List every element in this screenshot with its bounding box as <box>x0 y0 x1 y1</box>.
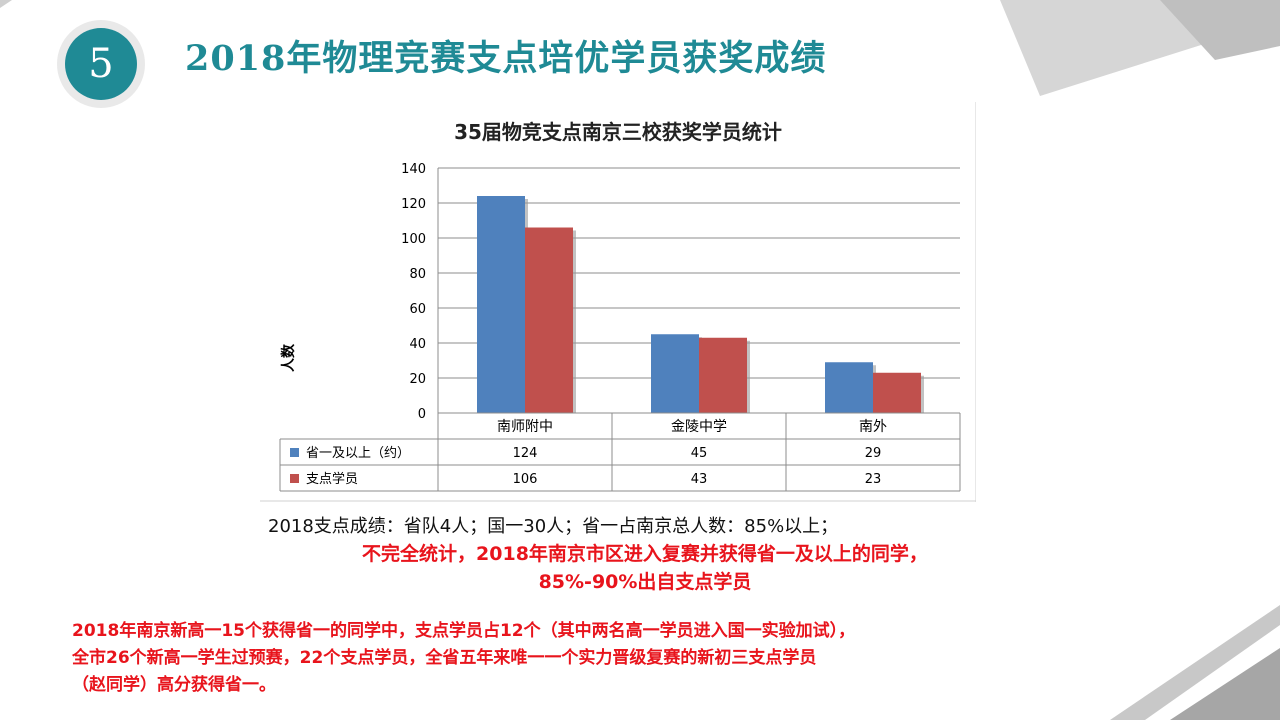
legend-key-1 <box>290 448 299 457</box>
y-tick-label: 100 <box>401 232 426 247</box>
data-label: 106 <box>513 472 538 487</box>
detail-paragraph: 2018年南京新高一15个获得省一的同学中，支点学员占12个（其中两名高一学员进… <box>72 618 1212 699</box>
category-label: 金陵中学 <box>671 419 727 435</box>
section-number: 5 <box>65 28 137 100</box>
bar-shadow <box>921 375 924 413</box>
legend-label: 省一及以上（约） <box>306 446 410 461</box>
y-tick-label: 60 <box>409 302 426 317</box>
bar-shadow <box>573 230 576 413</box>
summary-note: 2018支点成绩：省队4人；国一30人；省一占南京总人数：85%以上； <box>268 516 839 537</box>
y-tick-label: 0 <box>418 407 426 422</box>
y-tick-label: 120 <box>401 197 426 212</box>
highlight-note: 不完全统计，2018年南京市区进入复赛并获得省一及以上的同学， 85%-90%出… <box>230 540 1060 596</box>
category-label: 南外 <box>859 419 887 435</box>
data-label: 43 <box>691 472 708 487</box>
y-tick-label: 80 <box>409 267 426 282</box>
paragraph-line-1: 2018年南京新高一15个获得省一的同学中，支点学员占12个（其中两名高一学员进… <box>72 621 856 641</box>
data-label: 45 <box>691 446 708 461</box>
y-tick-label: 40 <box>409 337 426 352</box>
bar-1 <box>651 334 699 413</box>
bar-2 <box>699 337 747 413</box>
data-label: 124 <box>513 446 538 461</box>
y-tick-label: 140 <box>401 162 426 177</box>
page-title: 2018年物理竞赛支点培优学员获奖成绩 <box>185 38 827 79</box>
bar-2 <box>873 372 921 413</box>
legend-label: 支点学员 <box>306 471 358 487</box>
chart-title: 35届物竞支点南京三校获奖学员统计 <box>454 120 782 144</box>
y-axis-label: 人数 <box>281 344 297 372</box>
highlight-line-1: 不完全统计，2018年南京市区进入复赛并获得省一及以上的同学， <box>362 543 928 565</box>
bar-1 <box>825 362 873 413</box>
paragraph-line-2: 全市26个新高一学生过预赛，22个支点学员，全省五年来唯一一个实力晋级复赛的新初… <box>72 648 817 668</box>
bar-1 <box>477 196 525 413</box>
bar-2 <box>525 227 573 413</box>
data-label: 29 <box>865 446 882 461</box>
legend-key-2 <box>290 474 299 483</box>
y-tick-label: 20 <box>409 372 426 387</box>
paragraph-line-3: （赵同学）高分获得省一。 <box>72 675 276 695</box>
data-label: 23 <box>865 472 882 487</box>
bar-shadow <box>747 340 750 413</box>
category-label: 南师附中 <box>497 419 553 435</box>
section-badge: 5 <box>57 20 145 108</box>
chart: 0 20 40 60 80 100 120 140 南师附中 金陵中学 南外省一及以上（约） 124 4… <box>260 102 976 502</box>
highlight-line-2: 85%-90%出自支点学员 <box>538 571 752 593</box>
